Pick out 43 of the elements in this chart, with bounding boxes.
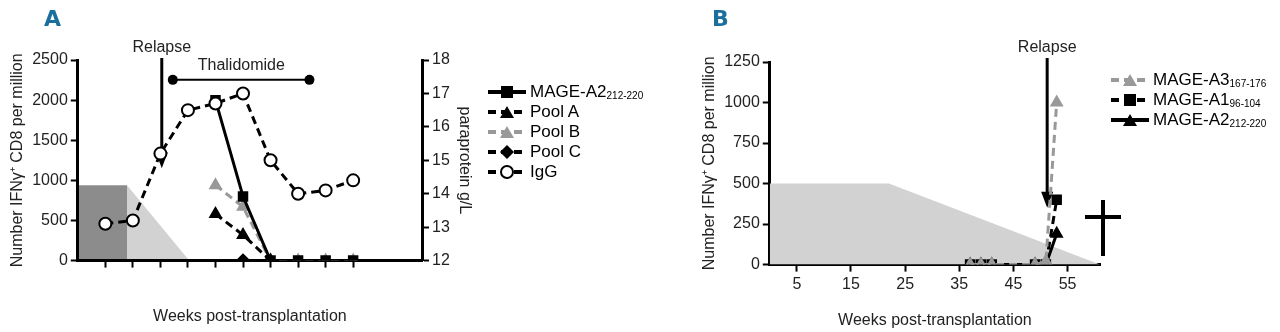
y2-tick-label: 16 — [432, 117, 450, 135]
x-axis-title: Weeks post-transplantation — [153, 306, 347, 324]
y-tick-label: 500 — [733, 173, 760, 191]
x-tick-label: 45 — [1004, 274, 1023, 292]
y-tick-label: 1000 — [32, 170, 68, 188]
y-tick-label: 750 — [733, 133, 760, 151]
legend-label: Pool C — [530, 142, 582, 162]
y2-tick-label: 13 — [432, 217, 450, 235]
y-tick-label: 2500 — [32, 50, 68, 68]
legend-label: IgG — [530, 162, 558, 182]
y-tick-label: 0 — [58, 251, 68, 269]
chart-title: B — [712, 6, 729, 31]
text: Relapse — [132, 38, 192, 55]
y2-tick-label: 15 — [432, 150, 450, 168]
annotation: Thalidomide — [197, 55, 285, 73]
legend-label: MAGE-A1$_{96-104}$ — [1153, 90, 1261, 110]
x-tick-label: 5 — [792, 274, 802, 292]
chart-title: A — [44, 6, 62, 31]
x-axis-title: Weeks post-transplantation — [838, 310, 1032, 328]
y-tick-label: 1250 — [724, 52, 760, 70]
y-axis-title: Number IFNγ⁺ CD8 per million — [700, 56, 718, 271]
legend-label: Pool B — [530, 122, 581, 142]
legend-label: MAGE-A3$_{167-176}$ — [1153, 70, 1267, 90]
text: Relapse — [1017, 38, 1077, 55]
legend-label: MAGE-A2$_{212-220}$ — [1153, 110, 1267, 130]
legend-label: MAGE-A2$_{212-220}$ — [530, 82, 644, 102]
y2-axis-title: paraprotein g/L — [456, 106, 474, 215]
x-tick-label: 35 — [950, 274, 969, 292]
y-tick-label: 1000 — [724, 92, 760, 110]
y-tick-label: 500 — [41, 210, 68, 228]
legend-label: Pool A — [530, 102, 580, 122]
y-axis-title: Number IFNγ⁺ CD8 per million — [8, 53, 26, 268]
x-tick-label: 25 — [896, 274, 915, 292]
y2-tick-label: 12 — [432, 251, 450, 269]
y2-tick-label: 17 — [432, 83, 450, 101]
y-tick-label: 250 — [733, 214, 760, 232]
y2-tick-label: 18 — [432, 50, 450, 68]
y-tick-label: 1500 — [32, 130, 68, 148]
x-tick-label: 55 — [1058, 274, 1077, 292]
y-tick-label: 2000 — [32, 90, 68, 108]
y2-tick-label: 14 — [432, 184, 450, 202]
x-tick-label: 15 — [842, 274, 860, 292]
y-tick-label: 0 — [750, 255, 760, 273]
